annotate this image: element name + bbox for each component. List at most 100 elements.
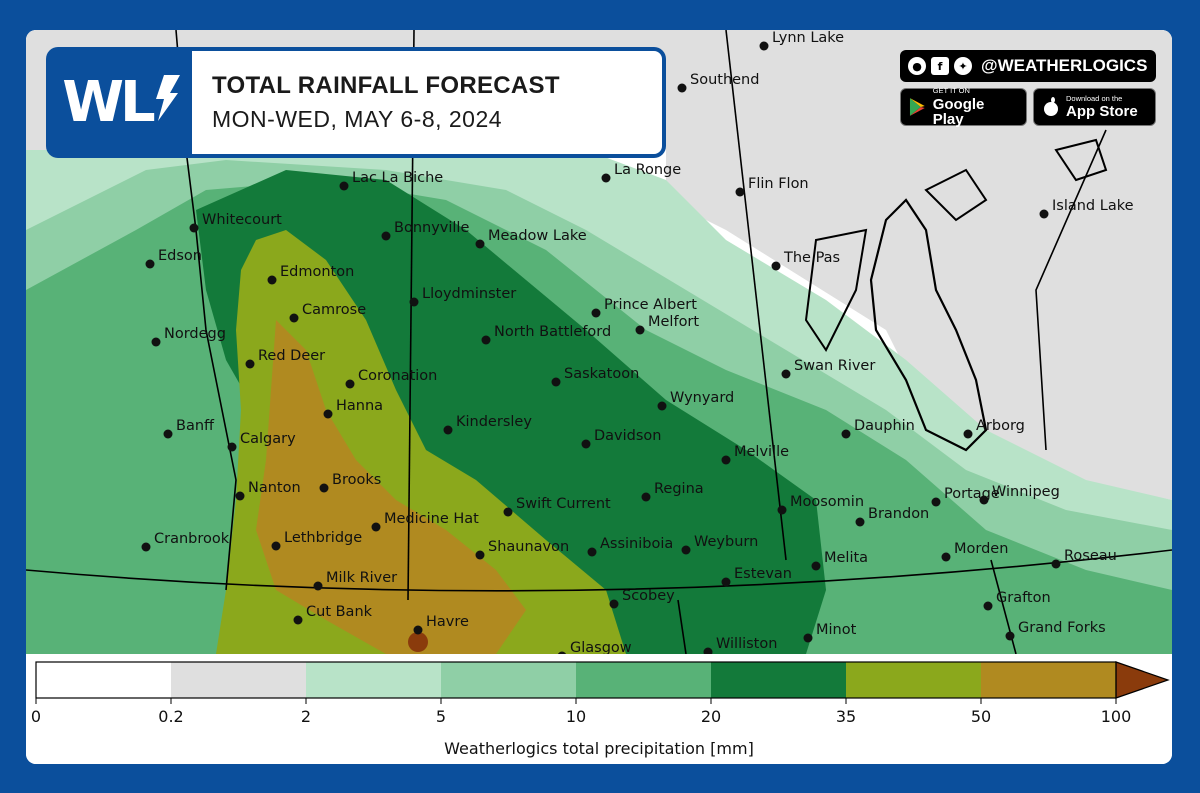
city-marker (339, 181, 349, 191)
city-marker (771, 261, 781, 271)
city-label: Scobey (622, 588, 675, 604)
city-marker (267, 275, 277, 285)
legend-swatch (981, 662, 1116, 698)
city-label: Melville (734, 444, 789, 460)
city-label: The Pas (783, 250, 840, 266)
city-marker (587, 547, 597, 557)
city-marker (481, 335, 491, 345)
city-marker (703, 647, 713, 654)
legend-swatch (711, 662, 846, 698)
city-label: Cut Bank (306, 604, 373, 620)
city-label: Coronation (358, 368, 437, 384)
google-play-small-text: GET IT ON (932, 86, 970, 96)
city-label: Weyburn (694, 534, 758, 550)
city-marker (941, 552, 951, 562)
app-store-badge[interactable]: Download on the App Store (1033, 88, 1156, 126)
legend-swatch (36, 662, 171, 698)
google-play-icon (909, 98, 925, 116)
city-label: Saskatoon (564, 366, 639, 382)
city-label: Flin Flon (748, 176, 809, 192)
app-store-small-text: Download on the (1066, 93, 1123, 103)
border-sk-mb (725, 30, 787, 561)
city-markers: Lynn Lake Southend La Ronge Flin Flon Island… (141, 30, 1134, 654)
city-marker (635, 325, 645, 335)
city-label: Nanton (248, 480, 301, 496)
city-marker (289, 313, 299, 323)
legend-tick-label: 0 (31, 707, 41, 726)
city-label: Prince Albert (604, 297, 697, 313)
legend-tick-label: 0.2 (158, 707, 183, 726)
city-marker (811, 561, 821, 571)
city-marker (345, 379, 355, 389)
legend-tick-label: 35 (836, 707, 856, 726)
app-store-label: App Store (1066, 103, 1138, 121)
city-marker (931, 497, 941, 507)
city-marker (313, 581, 323, 591)
city-marker (163, 429, 173, 439)
page-title: TOTAL RAINFALL FORECAST (212, 72, 560, 99)
zone-20-35 (196, 170, 826, 654)
city-marker (381, 231, 391, 241)
legend-swatch (441, 662, 576, 698)
city-label: Medicine Hat (384, 511, 479, 527)
city-label: Lynn Lake (772, 30, 844, 46)
city-label: Shaunavon (488, 539, 569, 555)
city-marker (1051, 559, 1061, 569)
city-marker (323, 409, 333, 419)
facebook-icon[interactable]: f (931, 57, 949, 75)
city-label: Brooks (332, 472, 381, 488)
city-marker (1005, 631, 1015, 641)
city-label: Swan River (794, 358, 875, 374)
city-marker (855, 517, 865, 527)
city-marker (245, 359, 255, 369)
city-label: Lac La Biche (352, 170, 443, 186)
legend-title: Weatherlogics total precipitation [mm] (444, 739, 754, 758)
city-marker (781, 369, 791, 379)
city-marker (721, 455, 731, 465)
city-marker (319, 483, 329, 493)
border-mt-nd (677, 599, 687, 654)
google-play-badge[interactable]: GET IT ON Google Play (900, 86, 1027, 127)
city-marker (189, 223, 199, 233)
city-label: Hanna (336, 398, 383, 414)
city-label: Melfort (648, 314, 699, 330)
city-label: Grand Forks (1018, 620, 1106, 636)
city-label: Lethbridge (284, 530, 362, 546)
city-label: La Ronge (614, 162, 681, 178)
precipitation-legend: Weatherlogics total precipitation [mm] 0… (26, 654, 1172, 764)
legend-swatch (846, 662, 981, 698)
city-label: North Battleford (494, 324, 611, 340)
legend-tick-label: 100 (1101, 707, 1132, 726)
reddit-icon[interactable]: ● (908, 57, 926, 75)
city-marker (963, 429, 973, 439)
social-handle[interactable]: @WEATHERLOGICS (981, 56, 1148, 75)
lake-outline-3 (924, 168, 988, 222)
city-label: Calgary (240, 431, 296, 447)
social-bar[interactable]: ● f ✦ @WEATHERLOGICS (900, 50, 1156, 82)
city-label: Glasgow (570, 640, 632, 654)
city-marker (557, 651, 567, 654)
city-marker (227, 442, 237, 452)
title-panel: TOTAL RAINFALL FORECAST MON-WED, MAY 6-8… (192, 51, 662, 154)
city-marker (235, 491, 245, 501)
city-marker (581, 439, 591, 449)
city-label: Morden (954, 541, 1008, 557)
city-marker (841, 429, 851, 439)
city-label: Edson (158, 248, 202, 264)
city-label: Swift Current (516, 496, 611, 512)
legend-arrow (1115, 661, 1170, 699)
city-label: Moosomin (790, 494, 864, 510)
city-marker (475, 239, 485, 249)
city-label: Williston (716, 636, 777, 652)
twitter-icon[interactable]: ✦ (954, 57, 972, 75)
city-label: Winnipeg (992, 484, 1060, 500)
city-marker (413, 625, 423, 635)
city-marker (657, 401, 667, 411)
city-label: Wynyard (670, 390, 734, 406)
city-label: Regina (654, 481, 704, 497)
city-marker (735, 187, 745, 197)
city-marker (591, 308, 601, 318)
legend-canvas: Weatherlogics total precipitation [mm] 0… (31, 661, 1170, 758)
city-label: Banff (176, 418, 215, 434)
city-label: Assiniboia (600, 536, 673, 552)
